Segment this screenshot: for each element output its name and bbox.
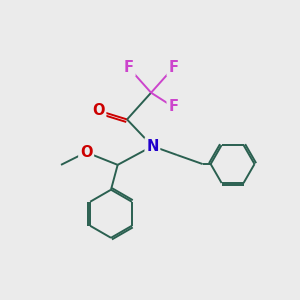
- Text: F: F: [168, 60, 178, 75]
- Text: N: N: [146, 139, 159, 154]
- Text: F: F: [124, 60, 134, 75]
- Text: F: F: [168, 99, 178, 114]
- Text: O: O: [80, 145, 92, 160]
- Text: O: O: [92, 103, 105, 118]
